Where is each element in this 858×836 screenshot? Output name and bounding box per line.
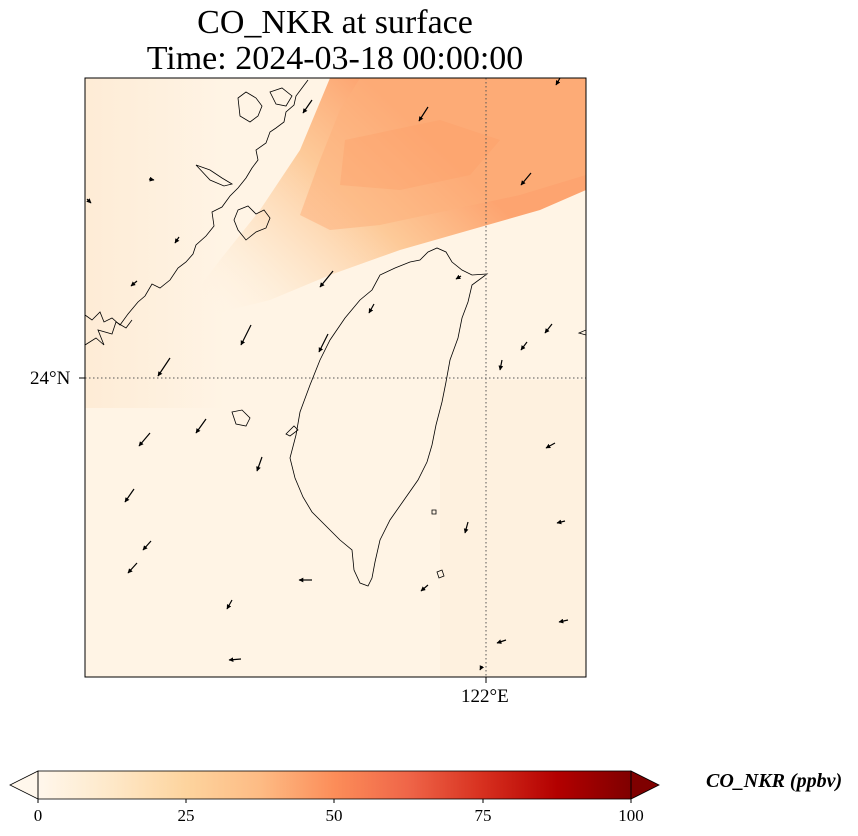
wind-arrow [302, 99, 313, 114]
wind-arrow [420, 584, 429, 592]
wind-arrow [86, 198, 92, 204]
wind-arrow [228, 657, 242, 663]
wind-arrow [418, 106, 429, 122]
wind-arrow [558, 618, 569, 624]
wind-arrow [226, 599, 233, 610]
wind-arrow [127, 562, 138, 574]
wind-arrow [138, 432, 151, 447]
colorbar-extend-max [630, 770, 660, 800]
wind-arrow [130, 280, 138, 287]
wind-arrow [455, 274, 462, 280]
colorbar-title: CO_NKR (ppbv) [706, 770, 843, 792]
wind-arrow [368, 303, 375, 314]
wind-arrow [195, 418, 207, 434]
china-coastline [85, 79, 309, 326]
colorbar-extend-min [9, 770, 39, 800]
colorbar-tick-label: 50 [325, 806, 343, 825]
wind-arrow [545, 442, 556, 449]
wind-arrow [240, 324, 252, 346]
colorbar-tick-label: 0 [33, 806, 43, 825]
colorbar-ticks [37, 799, 632, 803]
wind-arrow [556, 519, 566, 525]
map-subtitle-time: Time: 2024-03-18 00:00:00 [146, 40, 524, 77]
gridlines [85, 78, 586, 677]
wind-arrow [479, 665, 485, 671]
wind-arrow [174, 236, 180, 244]
wind-arrow [544, 323, 553, 334]
wind-arrow [157, 357, 171, 377]
wind-arrow [148, 176, 155, 182]
wind-arrow [256, 456, 263, 472]
colorbar-tick-label: 100 [618, 806, 644, 825]
colorbar-gradient [38, 771, 631, 799]
wind-vectors [86, 77, 569, 671]
wind-arrow [318, 333, 329, 353]
colorbar [9, 770, 660, 803]
taiwan-coastline [289, 247, 489, 587]
wind-arrow [496, 639, 507, 644]
map-title: CO_NKR at surface [197, 4, 473, 41]
colorbar-tick-label: 25 [177, 806, 195, 825]
coastline [85, 79, 586, 587]
wind-arrow [124, 488, 135, 503]
wind-arrow [142, 540, 152, 551]
wind-arrow [555, 77, 561, 86]
wind-arrow [319, 270, 334, 288]
concentration-field [85, 78, 586, 677]
latitude-tick-label: 24°N [30, 368, 71, 389]
longitude-tick-label: 122°E [461, 686, 509, 707]
wind-arrow [520, 341, 528, 351]
colorbar-tick-label: 75 [474, 806, 492, 825]
wind-arrow [463, 521, 469, 534]
wind-arrow [498, 359, 504, 371]
wind-arrow [520, 172, 532, 186]
